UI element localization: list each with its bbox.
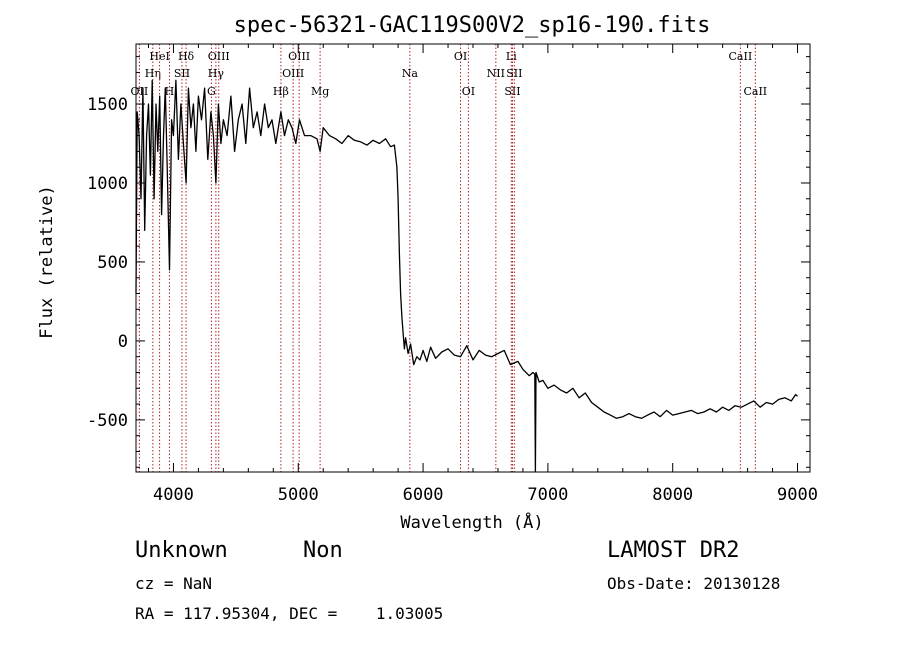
line-label-4: SII [174, 67, 190, 80]
line-label-1: Hη [145, 67, 161, 80]
x-tick-label-2: 6000 [403, 485, 444, 505]
line-label-2: HeI [149, 50, 169, 63]
line-label-13: Na [402, 67, 419, 80]
y-tick-label-4: 1500 [87, 95, 128, 115]
line-label-8: OIII [208, 50, 230, 63]
line-label-11: OIII [288, 50, 310, 63]
chart-title: spec-56321-GAC119S00V2_sp16-190.fits [234, 13, 711, 38]
y-tick-label-2: 500 [97, 253, 128, 273]
emission-line-markers: OII Hη HeI H SII Hδ G Hγ OIII Hβ OIII OIII Mg Na OI OI N… [131, 44, 767, 472]
line-label-12: Mg [311, 85, 329, 98]
x-axis-label: Wavelength (Å) [400, 511, 543, 533]
y-axis-label: Flux (relative) [37, 185, 57, 339]
line-label-19: SII [506, 67, 522, 80]
y-tick-label-0: -500 [87, 411, 128, 431]
observation-date: Obs-Date: 20130128 [607, 574, 781, 593]
plot-frame [135, 43, 811, 473]
y-tick-label-3: 1000 [87, 174, 128, 194]
line-label-6: G [207, 85, 216, 98]
axis-ticks: 4000 5000 6000 7000 8000 9000 -500 0 500 1000 1500 [87, 44, 818, 505]
survey-name: LAMOST DR2 [607, 538, 740, 563]
spectrum-line [135, 79, 798, 473]
line-label-17: Li [506, 50, 517, 63]
x-tick-label-1: 5000 [278, 485, 319, 505]
spectrum-layer [135, 79, 798, 473]
line-label-14: OI [454, 50, 467, 63]
y-tick-label-1: 0 [118, 332, 128, 352]
x-tick-label-0: 4000 [153, 485, 194, 505]
line-label-0: OII [131, 85, 149, 98]
line-label-21: CaII [743, 85, 767, 98]
line-label-10: OIII [282, 67, 304, 80]
redshift-value: cz = NaN [135, 574, 213, 593]
x-tick-label-4: 8000 [652, 485, 693, 505]
object-class: Unknown [135, 538, 228, 563]
object-subclass: Non [303, 538, 343, 563]
x-tick-label-5: 9000 [777, 485, 818, 505]
line-label-7: Hγ [208, 67, 225, 80]
line-label-3: H [165, 85, 175, 98]
line-label-16: NII [487, 67, 505, 80]
line-label-20: CaII [729, 50, 753, 63]
line-label-15: OI [462, 85, 475, 98]
line-label-18: SII [504, 85, 520, 98]
coordinates: RA = 117.95304, DEC = 1.03005 [135, 604, 444, 623]
x-tick-label-3: 7000 [527, 485, 568, 505]
line-label-5: Hδ [178, 50, 195, 63]
line-label-9: Hβ [273, 85, 289, 98]
